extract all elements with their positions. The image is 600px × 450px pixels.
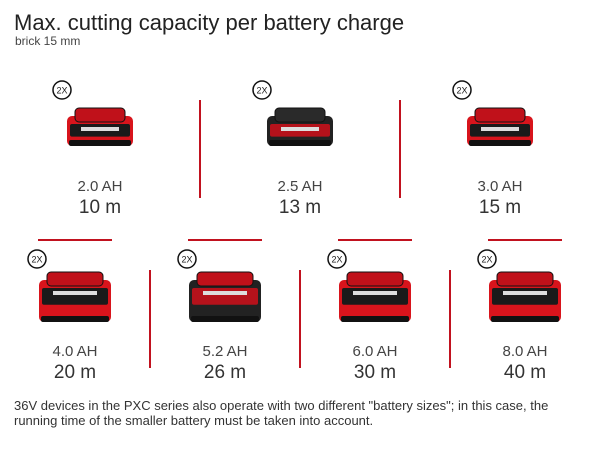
title: Max. cutting capacity per battery charge <box>14 10 404 35</box>
battery-band <box>42 288 108 305</box>
cutting-length: 20 m <box>54 362 96 383</box>
battery-top <box>74 107 126 123</box>
battery-band <box>492 288 558 305</box>
cutting-length: 10 m <box>79 197 121 218</box>
battery <box>467 107 533 146</box>
cutting-length: 13 m <box>279 197 321 218</box>
badge-label: 2X <box>56 85 67 95</box>
battery-band <box>342 288 408 305</box>
battery-base <box>41 316 109 322</box>
badge-label: 2X <box>31 254 42 264</box>
badge-label: 2X <box>456 85 467 95</box>
battery <box>189 271 261 322</box>
battery-band <box>192 288 258 305</box>
battery-base <box>69 140 131 146</box>
capacity: 2.0 AH <box>77 178 122 195</box>
battery-top <box>474 107 526 123</box>
battery-top <box>346 271 404 287</box>
battery-top <box>46 271 104 287</box>
capacity: 4.0 AH <box>52 343 97 360</box>
battery-label <box>281 127 319 131</box>
cutting-length: 30 m <box>354 362 396 383</box>
battery <box>489 271 561 322</box>
badge-circle <box>327 249 347 269</box>
battery-base <box>191 316 259 322</box>
battery <box>67 107 133 146</box>
cutting-length: 26 m <box>204 362 246 383</box>
badge-circle <box>452 80 472 100</box>
battery-top <box>496 271 554 287</box>
battery-top <box>274 107 326 123</box>
battery <box>339 271 411 322</box>
battery <box>39 271 111 322</box>
battery-base <box>469 140 531 146</box>
dividers <box>38 100 562 368</box>
capacity: 2.5 AH <box>277 178 322 195</box>
footnote: 36V devices in the PXC series also opera… <box>14 398 549 428</box>
badge-circle <box>177 249 197 269</box>
badge-circle <box>477 249 497 269</box>
capacity: 5.2 AH <box>202 343 247 360</box>
badge-circle <box>27 249 47 269</box>
capacity: 6.0 AH <box>352 343 397 360</box>
badge-label: 2X <box>481 254 492 264</box>
battery-label <box>81 127 119 131</box>
badge-label: 2X <box>181 254 192 264</box>
battery-label <box>503 291 547 295</box>
cutting-length: 40 m <box>504 362 546 383</box>
badge-circle <box>52 80 72 100</box>
cutting-length: 15 m <box>479 197 521 218</box>
battery <box>267 107 333 146</box>
battery-label <box>353 291 397 295</box>
badge-label: 2X <box>256 85 267 95</box>
battery-top <box>196 271 254 287</box>
subtitle: brick 15 mm <box>15 34 80 48</box>
badge-circle <box>252 80 272 100</box>
battery-label <box>53 291 97 295</box>
battery-label <box>481 127 519 131</box>
badge-label: 2X <box>331 254 342 264</box>
capacity: 3.0 AH <box>477 178 522 195</box>
battery-base <box>341 316 409 322</box>
battery-label <box>203 291 247 295</box>
capacity: 8.0 AH <box>502 343 547 360</box>
battery-base <box>269 140 331 146</box>
battery-base <box>491 316 559 322</box>
